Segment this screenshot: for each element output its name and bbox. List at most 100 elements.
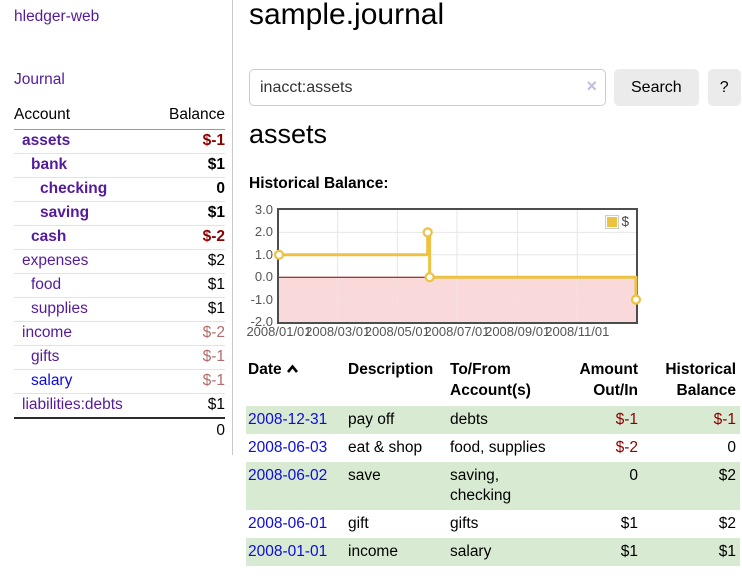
- register-row: 2008-06-01 gift gifts $1 $2: [246, 510, 740, 538]
- transaction-accounts: salary: [450, 543, 492, 560]
- register-row: 2008-01-01 income salary $1 $1: [246, 538, 740, 566]
- col-header-date[interactable]: Date: [246, 358, 346, 406]
- transaction-amount: $1: [620, 543, 638, 560]
- transaction-amount: $1: [620, 515, 638, 532]
- col-header-balance: Historical Balance: [665, 361, 736, 399]
- accounts-header-row: Account Balance: [14, 103, 225, 130]
- page-title: sample.journal: [249, 0, 445, 31]
- account-link[interactable]: assets: [22, 132, 71, 149]
- register-row: 2008-06-03 eat & shop food, supplies $-2…: [246, 434, 740, 462]
- chart-legend: $: [603, 213, 631, 230]
- account-link[interactable]: income: [22, 324, 72, 341]
- accounts-header-balance: Balance: [153, 103, 225, 130]
- account-row: checking 0: [14, 177, 225, 202]
- sidebar: hledger-web Journal Account Balance asse…: [0, 0, 233, 455]
- account-balance: $-1: [153, 129, 225, 154]
- account-link[interactable]: checking: [40, 180, 108, 197]
- search-button[interactable]: Search: [614, 69, 699, 106]
- transaction-balance: $2: [718, 467, 736, 484]
- register-row: 2008-12-31 pay off debts $-1 $-1: [246, 406, 740, 434]
- account-row: bank $1: [14, 153, 225, 178]
- transaction-description: gift: [348, 515, 369, 532]
- account-balance: $1: [153, 273, 225, 298]
- account-link[interactable]: expenses: [22, 252, 89, 269]
- help-button[interactable]: ?: [707, 69, 741, 106]
- accounts-table: Account Balance assets $-1 bank $1: [14, 103, 225, 443]
- col-header-accounts: To/From Account(s): [450, 361, 531, 399]
- x-tick-label: 2008/01/01: [246, 324, 312, 339]
- account-balance: $1: [153, 153, 225, 178]
- account-link[interactable]: supplies: [31, 300, 88, 317]
- accounts-total-row: 0: [14, 417, 225, 443]
- nav-journal-link[interactable]: Journal: [14, 71, 65, 88]
- transaction-accounts: gifts: [450, 515, 479, 532]
- account-balance: 0: [153, 177, 225, 202]
- search-input[interactable]: [249, 69, 606, 106]
- chart-title: Historical Balance:: [249, 175, 389, 192]
- account-balance: $-1: [153, 369, 225, 394]
- transaction-description: income: [348, 543, 398, 560]
- register-row: 2008-06-02 save saving, checking 0 $2: [246, 462, 740, 510]
- account-row: assets $-1: [14, 129, 225, 154]
- account-balance: $2: [153, 249, 225, 274]
- account-balance: $-2: [153, 225, 225, 250]
- transaction-accounts: saving, checking: [450, 467, 512, 504]
- transaction-description: eat & shop: [348, 439, 423, 456]
- account-link[interactable]: food: [31, 276, 62, 293]
- transaction-date-link[interactable]: 2008-06-02: [248, 467, 328, 484]
- x-tick-label: 2008/05/01: [364, 324, 430, 339]
- app-brand-link[interactable]: hledger-web: [14, 8, 100, 25]
- account-link[interactable]: liabilities:debts: [22, 396, 123, 413]
- transaction-date-link[interactable]: 2008-01-01: [248, 543, 328, 560]
- account-row: supplies $1: [14, 297, 225, 322]
- balance-chart: 3.0 2.0 1.0 0.0 -1.0 -2.0 $ 2008/01/01 2008/03…: [233, 202, 742, 344]
- y-tick-label: -2.0: [250, 314, 273, 329]
- legend-swatch-icon: [605, 214, 620, 229]
- x-tick-label: 2008/09/01: [485, 324, 551, 339]
- account-row: gifts $-1: [14, 345, 225, 370]
- transaction-amount: $-1: [615, 411, 638, 428]
- account-link[interactable]: cash: [31, 228, 67, 245]
- legend-label: $: [621, 214, 629, 229]
- search-form: × Search ?: [249, 69, 741, 106]
- sort-ascending-icon: [286, 364, 298, 373]
- transaction-description: pay off: [348, 411, 395, 428]
- y-tick-label: 3.0: [254, 202, 273, 217]
- account-link[interactable]: gifts: [31, 348, 60, 365]
- transaction-date-link[interactable]: 2008-06-03: [248, 439, 328, 456]
- transaction-amount: $-2: [615, 439, 638, 456]
- transaction-balance: 0: [727, 439, 736, 456]
- transaction-accounts: debts: [450, 411, 488, 428]
- transaction-balance: $-1: [713, 411, 736, 428]
- account-row: expenses $2: [14, 249, 225, 274]
- account-link[interactable]: salary: [31, 372, 73, 389]
- x-tick-label: 2008/11/01: [545, 324, 610, 339]
- x-tick-label: 2008/07/01: [424, 324, 490, 339]
- account-row: salary $-1: [14, 369, 225, 394]
- account-link[interactable]: bank: [31, 156, 68, 173]
- account-row: cash $-2: [14, 225, 225, 250]
- account-link[interactable]: saving: [40, 204, 90, 221]
- account-balance: $-2: [153, 321, 225, 346]
- transaction-balance: $1: [718, 543, 736, 560]
- transaction-date-link[interactable]: 2008-12-31: [248, 411, 328, 428]
- main-content: sample.journal × Search ? assets Histori…: [233, 0, 742, 582]
- account-section-title: assets: [249, 119, 328, 149]
- clear-search-icon[interactable]: ×: [586, 76, 597, 96]
- transaction-date-link[interactable]: 2008-06-01: [248, 515, 328, 532]
- chart-canvas: [273, 210, 642, 322]
- account-balance: $-1: [153, 345, 225, 370]
- transaction-accounts: food, supplies: [450, 439, 546, 456]
- account-balance: $1: [153, 201, 225, 226]
- col-header-description: Description: [348, 361, 434, 378]
- col-header-amount: Amount Out/In: [579, 361, 638, 399]
- account-balance: $1: [153, 297, 225, 322]
- y-tick-label: -1.0: [250, 291, 273, 307]
- transaction-description: save: [348, 467, 381, 484]
- register-table: Date Description To/From Account(s) Amou…: [246, 358, 740, 566]
- transaction-balance: $2: [718, 515, 736, 532]
- account-row: liabilities:debts $1: [14, 393, 225, 419]
- accounts-header-account: Account: [14, 103, 154, 130]
- account-row: income $-2: [14, 321, 225, 346]
- y-tick-label: 2.0: [254, 224, 273, 240]
